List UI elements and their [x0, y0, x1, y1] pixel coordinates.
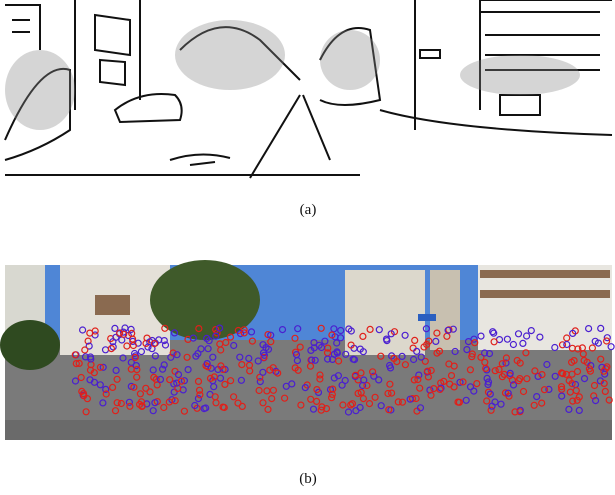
window-row	[480, 290, 610, 298]
window-row	[480, 270, 610, 278]
bush	[0, 320, 60, 370]
window	[95, 295, 130, 315]
shading	[320, 30, 380, 90]
edge-image	[5, 0, 612, 180]
shading	[5, 50, 75, 130]
caption: (a)	[300, 202, 317, 218]
road-near	[5, 420, 612, 440]
caption: (b)	[299, 471, 317, 487]
tree	[150, 260, 260, 340]
sign	[418, 314, 436, 321]
shading	[460, 55, 580, 95]
photo	[0, 260, 614, 440]
figure: (a) (b)	[0, 0, 615, 495]
shading	[175, 20, 285, 90]
page: (a) (b) (() => { const data = JSON.parse…	[0, 0, 615, 495]
